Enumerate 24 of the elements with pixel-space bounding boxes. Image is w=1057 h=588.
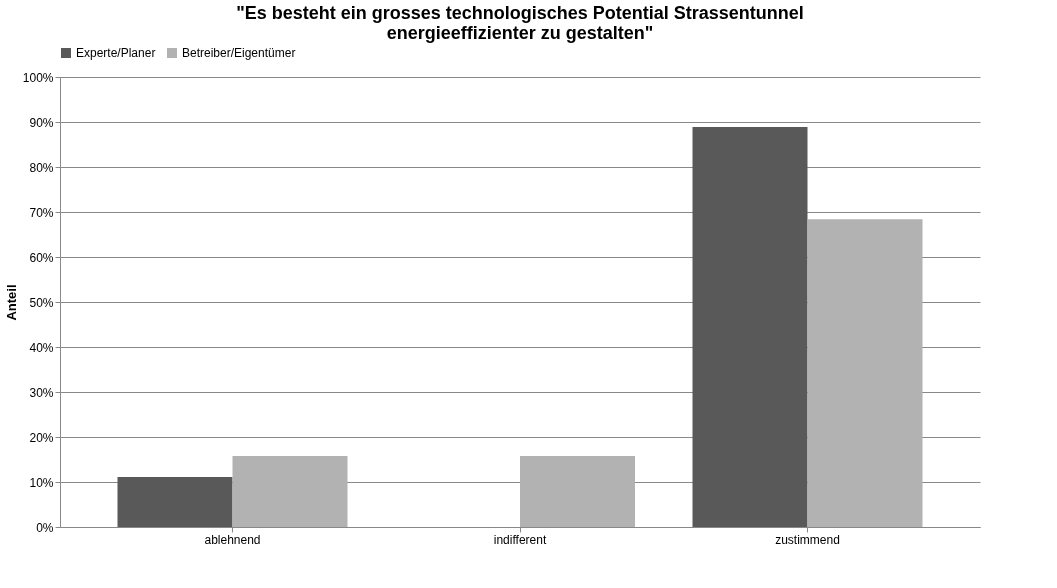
text: energieeffizienter zu gestalten" <box>386 23 654 43</box>
legend-label: Experte/Planer <box>76 46 156 60</box>
bar <box>520 455 635 527</box>
y-tick-label: 10% <box>29 475 54 490</box>
y-tick-label: 70% <box>29 205 54 220</box>
y-tick-label: 80% <box>29 160 54 175</box>
y-tick-label: 0% <box>36 520 54 535</box>
y-tick-label: 60% <box>29 250 54 265</box>
x-tick-label: zustimmend <box>775 532 840 547</box>
y-tick-label: 50% <box>29 295 54 310</box>
x-tick-label: indifferent <box>493 532 547 547</box>
y-tick-label: 30% <box>29 385 54 400</box>
text: "Es besteht ein grosses technologisches Potential Strassentunnel <box>236 3 804 23</box>
bar <box>807 219 923 527</box>
y-tick-label: 100% <box>22 70 54 85</box>
y-tick-label: 40% <box>29 340 54 355</box>
bar <box>117 477 233 527</box>
x-tick-label: ablehnend <box>204 532 261 547</box>
bar <box>232 455 348 527</box>
y-axis-title: Anteil <box>3 284 19 321</box>
legend-label: Betreiber/Eigentümer <box>182 46 296 60</box>
bar <box>692 126 808 527</box>
y-tick-label: 20% <box>29 430 54 445</box>
y-tick-label: 90% <box>29 115 54 130</box>
